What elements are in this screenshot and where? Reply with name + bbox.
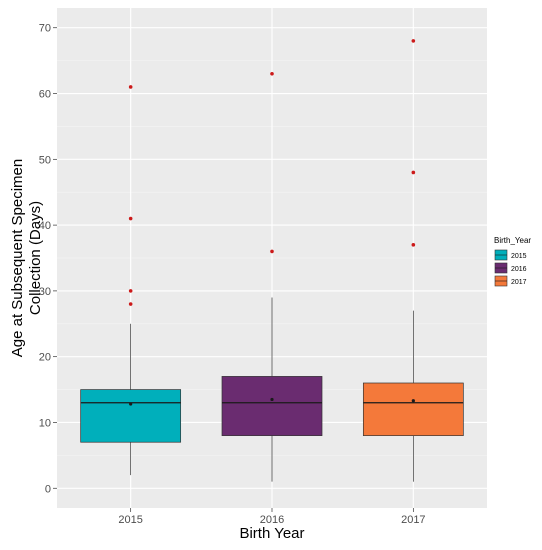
y-axis-label-line-1: Age at Subsequent Specimen — [9, 159, 26, 357]
y-tick-label: 40 — [39, 220, 51, 232]
outlier-point — [411, 243, 416, 247]
legend-title: Birth_Year — [494, 236, 531, 245]
box-2017 — [362, 39, 464, 482]
mean-point — [411, 399, 415, 403]
outlier-point — [128, 85, 133, 89]
x-axis-ticks: 2015 2016 2017 — [118, 508, 426, 526]
y-tick-label: 60 — [39, 89, 51, 101]
legend-items: 2015 2016 2017 — [494, 249, 527, 287]
y-tick-label: 20 — [39, 352, 51, 364]
legend-label-2017: 2017 — [511, 279, 527, 286]
outlier-point — [270, 249, 274, 254]
x-tick-label: 2017 — [401, 514, 425, 526]
legend-label-2016: 2016 — [511, 266, 527, 273]
y-tick-label: 10 — [39, 417, 51, 429]
y-axis-label: Age at Subsequent Specimen Collection (D… — [9, 159, 44, 357]
legend-label-2015: 2015 — [511, 253, 527, 260]
mean-point — [270, 397, 274, 402]
mean-point — [129, 402, 133, 406]
box-iqr — [362, 382, 464, 436]
box-iqr — [221, 376, 323, 436]
box-2016 — [221, 71, 323, 482]
x-tick-label: 2015 — [118, 514, 142, 526]
outlier-point — [128, 216, 133, 221]
outlier-point — [411, 39, 416, 43]
box-iqr — [80, 389, 182, 443]
box-2015 — [80, 85, 182, 476]
boxes — [80, 39, 464, 482]
outlier-point — [411, 170, 416, 175]
y-tick-label: 70 — [39, 23, 51, 35]
legend: Birth_Year 2015 2016 2017 — [494, 236, 531, 287]
y-tick-label: 30 — [39, 286, 51, 298]
y-tick-label: 0 — [45, 483, 51, 495]
outlier-point — [128, 302, 133, 306]
y-tick-label: 50 — [39, 154, 51, 166]
y-axis-ticks: 0 10 20 30 40 50 60 70 — [39, 23, 57, 495]
outlier-point — [128, 289, 133, 293]
x-axis-label: Birth Year — [239, 525, 304, 542]
x-tick-label: 2016 — [260, 514, 284, 526]
y-axis-label-line-2: Collection (Days) — [27, 201, 44, 315]
outlier-point — [270, 71, 274, 76]
